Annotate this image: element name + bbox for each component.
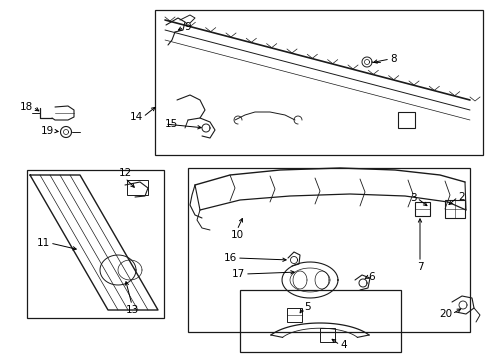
Text: 13: 13 [125, 305, 138, 315]
Bar [27, 170, 163, 318]
Text: 12: 12 [118, 168, 131, 178]
Bar [187, 168, 469, 332]
Bar [155, 10, 482, 155]
Text: 4: 4 [339, 340, 346, 350]
Text: 20: 20 [438, 309, 451, 319]
Text: 3: 3 [409, 193, 416, 203]
Bar [127, 180, 148, 195]
Bar [414, 202, 429, 216]
Text: 16: 16 [224, 253, 237, 263]
Bar [444, 200, 464, 218]
Text: 5: 5 [304, 302, 310, 312]
Text: 6: 6 [367, 272, 374, 282]
Text: 18: 18 [20, 102, 33, 112]
Text: 15: 15 [164, 119, 178, 129]
Bar [240, 290, 400, 352]
Text: 7: 7 [416, 262, 423, 272]
Text: 14: 14 [129, 112, 142, 122]
Bar [397, 112, 414, 128]
Text: 10: 10 [230, 230, 243, 240]
Bar [286, 308, 302, 322]
Text: 19: 19 [41, 126, 54, 136]
Text: 17: 17 [231, 269, 244, 279]
Text: 9: 9 [183, 22, 190, 32]
Text: 8: 8 [389, 54, 396, 64]
Text: 2: 2 [457, 192, 464, 202]
Bar [319, 328, 334, 342]
Text: 11: 11 [37, 238, 50, 248]
